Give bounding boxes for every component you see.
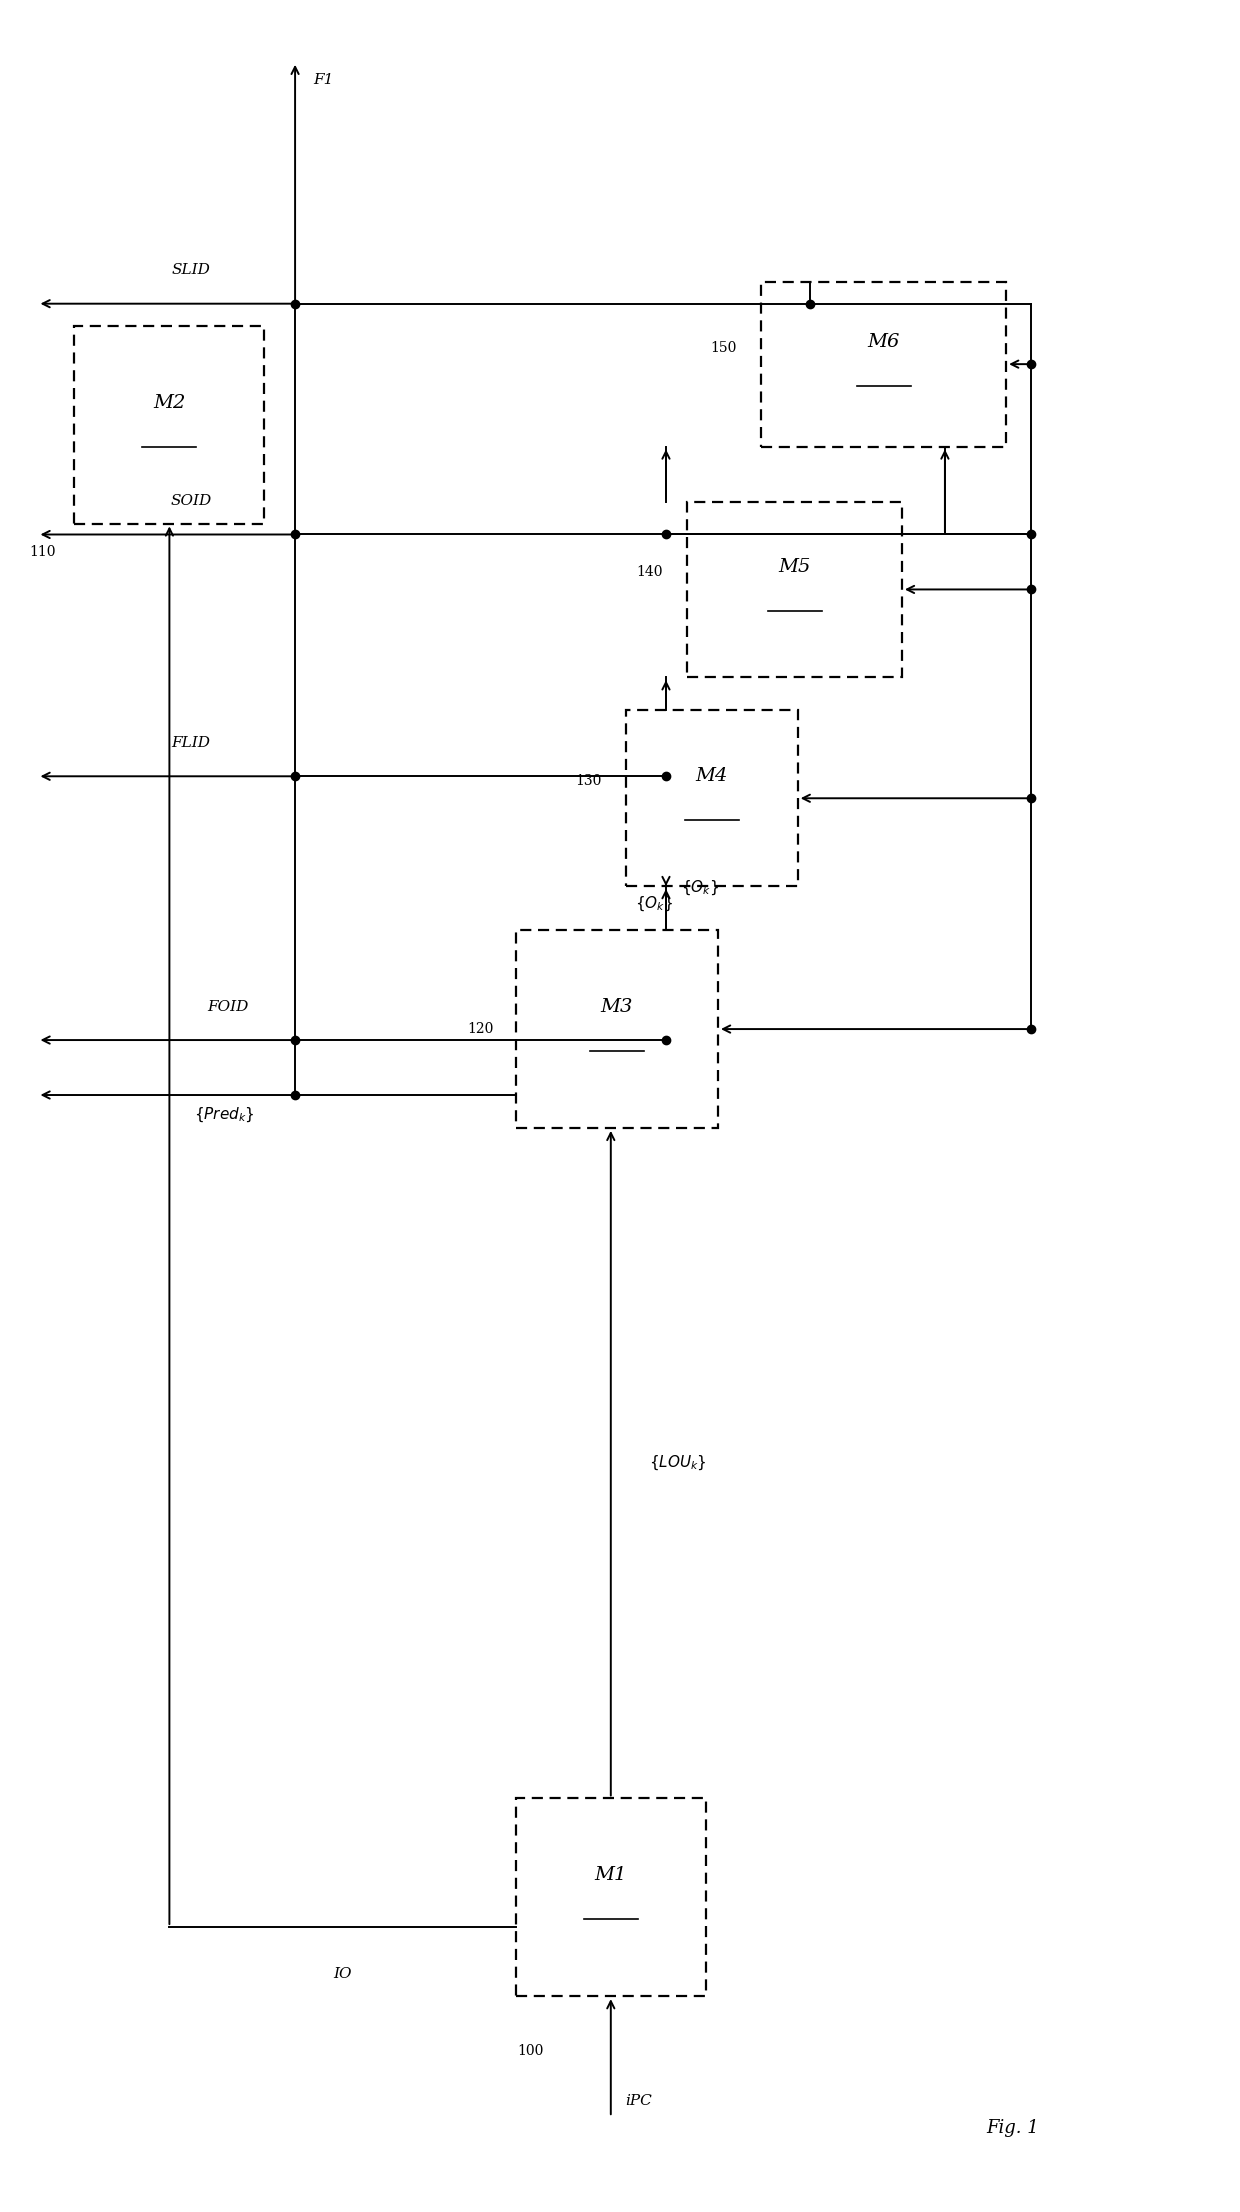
Text: $\{Pred_k\}$: $\{Pred_k\}$ bbox=[195, 1106, 255, 1124]
Text: 140: 140 bbox=[636, 564, 663, 580]
Text: SLID: SLID bbox=[171, 263, 211, 276]
Text: $\{O_k\}$: $\{O_k\}$ bbox=[681, 878, 719, 898]
Text: FOID: FOID bbox=[207, 1000, 248, 1013]
Text: FLID: FLID bbox=[171, 737, 211, 750]
FancyBboxPatch shape bbox=[516, 931, 718, 1128]
Text: M3: M3 bbox=[600, 998, 634, 1015]
Text: M2: M2 bbox=[154, 394, 186, 411]
Text: 130: 130 bbox=[575, 774, 601, 787]
Text: 120: 120 bbox=[467, 1022, 494, 1035]
Text: M4: M4 bbox=[696, 768, 728, 785]
FancyBboxPatch shape bbox=[516, 1798, 706, 1995]
FancyBboxPatch shape bbox=[74, 325, 264, 524]
Text: 150: 150 bbox=[711, 341, 737, 354]
Text: $\{LOU_k\}$: $\{LOU_k\}$ bbox=[650, 1453, 707, 1473]
Text: 110: 110 bbox=[30, 546, 56, 560]
FancyBboxPatch shape bbox=[687, 502, 901, 677]
FancyBboxPatch shape bbox=[761, 281, 1006, 447]
Text: iPC: iPC bbox=[625, 2095, 652, 2108]
Text: M1: M1 bbox=[595, 1867, 627, 1885]
Text: Fig. 1: Fig. 1 bbox=[986, 2119, 1039, 2137]
FancyBboxPatch shape bbox=[626, 710, 797, 887]
Text: 100: 100 bbox=[517, 2044, 543, 2057]
Text: M5: M5 bbox=[779, 557, 811, 577]
Text: M6: M6 bbox=[868, 334, 900, 352]
Text: SOID: SOID bbox=[170, 493, 212, 509]
Text: F1: F1 bbox=[314, 73, 334, 86]
Text: IO: IO bbox=[334, 1966, 352, 1980]
Text: $\{O_k\}$: $\{O_k\}$ bbox=[635, 894, 673, 914]
